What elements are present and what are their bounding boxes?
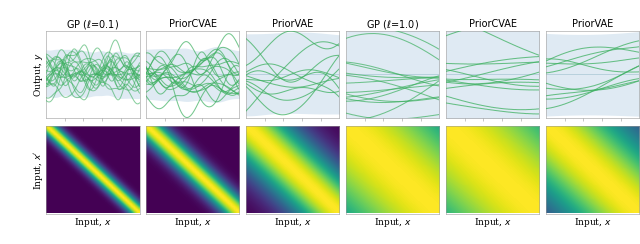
X-axis label: Input, $x$: Input, $x$ bbox=[474, 216, 511, 229]
X-axis label: Input, $x$: Input, $x$ bbox=[74, 216, 111, 229]
Title: GP ($\ell$=0.1): GP ($\ell$=0.1) bbox=[67, 18, 119, 30]
Title: PriorVAE: PriorVAE bbox=[272, 19, 314, 29]
Y-axis label: Output, $y$: Output, $y$ bbox=[32, 51, 45, 97]
Title: PriorVAE: PriorVAE bbox=[572, 19, 613, 29]
Y-axis label: Input, $x'$: Input, $x'$ bbox=[32, 150, 45, 190]
X-axis label: Input, $x$: Input, $x$ bbox=[174, 216, 212, 229]
Title: PriorCVAE: PriorCVAE bbox=[169, 19, 217, 29]
Title: PriorCVAE: PriorCVAE bbox=[468, 19, 516, 29]
X-axis label: Input, $x$: Input, $x$ bbox=[574, 216, 611, 229]
X-axis label: Input, $x$: Input, $x$ bbox=[374, 216, 412, 229]
Title: GP ($\ell$=1.0): GP ($\ell$=1.0) bbox=[366, 18, 419, 30]
X-axis label: Input, $x$: Input, $x$ bbox=[274, 216, 312, 229]
